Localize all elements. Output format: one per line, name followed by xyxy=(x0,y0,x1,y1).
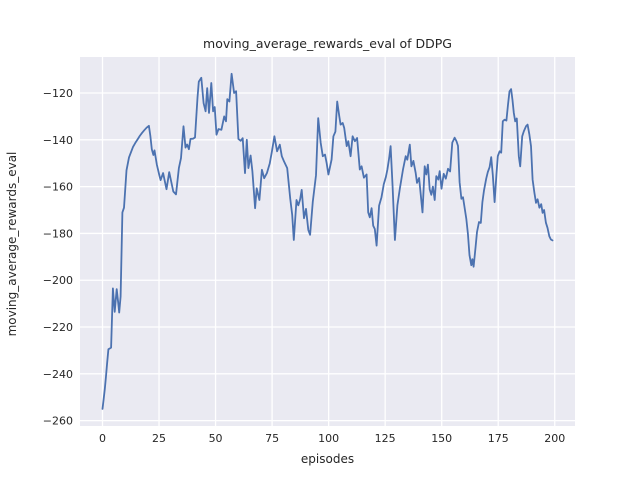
y-tick-label: −120 xyxy=(43,87,73,100)
plot-area xyxy=(80,57,575,426)
x-tick-label: 25 xyxy=(152,432,166,445)
y-tick-label: −180 xyxy=(43,227,73,240)
y-tick-label: −140 xyxy=(43,134,73,147)
x-tick-label: 125 xyxy=(375,432,396,445)
y-tick-label: −260 xyxy=(43,415,73,428)
y-tick-label: −160 xyxy=(43,181,73,194)
y-tick-label: −200 xyxy=(43,274,73,287)
x-tick-label: 75 xyxy=(265,432,279,445)
chart-title: moving_average_rewards_eval of DDPG xyxy=(203,36,452,51)
x-tick-label: 0 xyxy=(99,432,106,445)
y-axis-label: moving_average_rewards_eval xyxy=(5,151,19,337)
series-line-moving_average_rewards_eval xyxy=(101,72,554,410)
x-tick-label: 50 xyxy=(209,432,223,445)
x-tick-label: 175 xyxy=(488,432,509,445)
y-tick-label: −240 xyxy=(43,368,73,381)
x-axis-label: episodes xyxy=(300,452,355,466)
x-tick-label: 200 xyxy=(544,432,565,445)
x-tick-label: 150 xyxy=(431,432,452,445)
x-tick-label: 100 xyxy=(318,432,339,445)
y-tick-label: −220 xyxy=(43,321,73,334)
